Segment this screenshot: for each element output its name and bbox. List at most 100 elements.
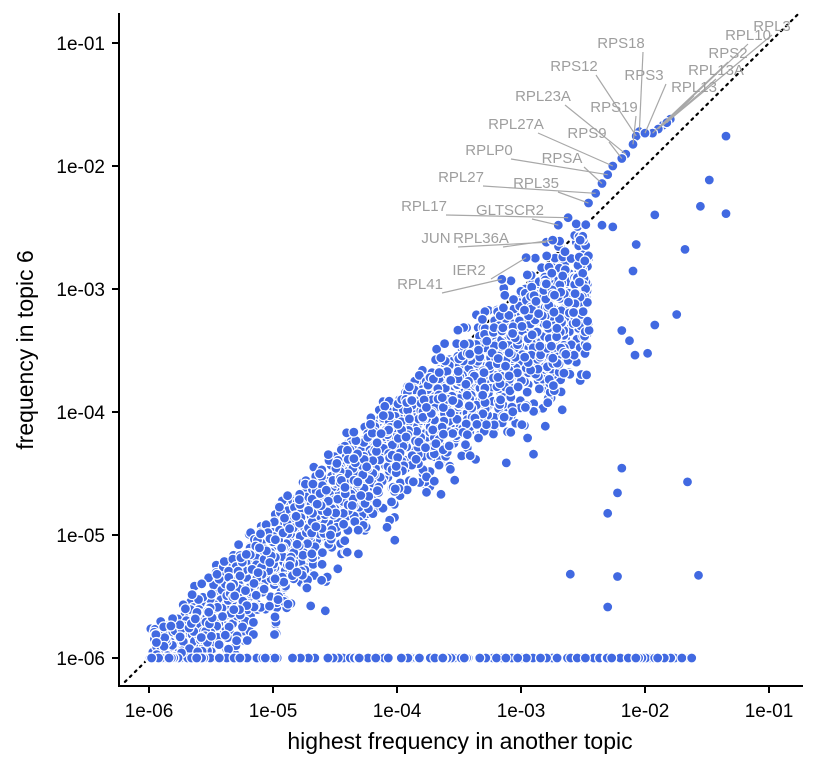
gene-point [497,322,509,334]
ticks-layer: 1e-06 1e-05 1e-04 1e-03 1e-02 1e-01 1e-06 1e-05… [56,34,793,722]
outlier-point [602,601,614,613]
y-axis-title: frequency in topic 6 [12,250,38,449]
x-tick-label: 1e-02 [621,701,670,722]
gene-point [353,652,365,664]
gene-point [250,589,262,601]
gene-point [375,428,387,440]
gene-point [174,631,186,643]
gene-point [322,652,334,664]
axes-layer [118,13,803,687]
gene-label-leader [666,95,695,124]
gene-point [539,420,551,432]
gene-point [474,652,486,664]
gene-point [499,360,512,372]
outlier-point [649,319,661,331]
gene-point [436,392,448,404]
x-tick-label: 1e-05 [249,701,298,722]
gene-point [512,652,524,664]
gene-point [379,400,391,412]
gene-point [186,588,198,601]
gene-point [461,389,473,401]
gene-point [247,616,259,629]
gene-point [529,252,541,264]
x-tick-label: 1e-03 [497,701,546,722]
gene-point [430,438,442,450]
gene-point [320,484,332,496]
gene-label: RPSA [542,150,583,167]
gene-point [272,593,284,606]
gene-point [338,518,350,530]
outlier-point [629,349,641,361]
gene-point [630,652,642,664]
outlier-point [564,568,576,580]
gene-point [472,432,485,444]
outlier-point [574,234,586,246]
gene-point [371,437,383,449]
gene-label: RPL17 [401,198,447,215]
gene-point [225,581,237,593]
gene-point [352,476,364,488]
gene-point [254,528,267,540]
gene-label: RPL3 [753,18,791,35]
outlier-point [641,347,654,359]
gene-point [437,428,449,440]
gene-point [400,431,412,443]
gene-point [278,512,291,524]
gene-point [447,394,459,407]
gene-point [410,453,422,465]
labeled-gene-point [547,234,559,246]
gene-point [461,429,473,441]
gene-label-leader [638,51,644,132]
x-tick-label: 1e-01 [745,701,794,722]
gene-point [435,352,447,364]
gene-point [406,394,418,407]
gene-point [303,504,315,516]
gene-point [460,378,472,390]
gene-point [293,494,305,506]
gene-label: RPL27 [438,169,484,186]
gene-point [500,457,512,469]
gene-point [253,542,265,554]
gene-point [558,367,570,379]
gene-point [216,610,229,623]
gene-point [433,366,445,379]
gene-point [521,386,533,398]
gene-label-leader [557,191,589,204]
gene-point [371,485,383,497]
gene-point [290,510,302,522]
gene-point [498,411,510,423]
gene-point [311,498,323,510]
gene-point [548,289,561,301]
gene-point [305,600,317,612]
gene-point [307,478,319,490]
gene-label-leader [441,278,502,294]
gene-point [567,306,580,319]
gene-point [516,320,528,332]
gene-point [427,424,439,436]
gene-label: RPL13 [671,79,717,96]
gene-point [332,563,344,575]
gene-point [341,546,353,558]
gene-label: RPL35 [513,175,559,192]
gene-point [452,365,464,377]
y-tick-label: 1e-05 [56,526,105,547]
y-tick-label: 1e-01 [56,34,105,55]
gene-point [385,496,398,508]
gene-label-leader [657,43,749,130]
gene-point [269,573,281,585]
outlier-point [720,208,732,220]
gene-point [316,574,328,586]
gene-point [562,296,575,308]
gene-point [191,652,203,664]
gene-point [213,652,225,664]
gene-point [213,638,225,651]
gene-point [542,397,554,409]
gene-point [407,476,419,488]
gene-label: RPS3 [624,67,663,84]
gene-point [236,621,249,633]
gene-point [339,535,351,547]
outlier-point [720,130,732,142]
outlier-point [616,324,628,337]
gene-point [203,606,215,618]
